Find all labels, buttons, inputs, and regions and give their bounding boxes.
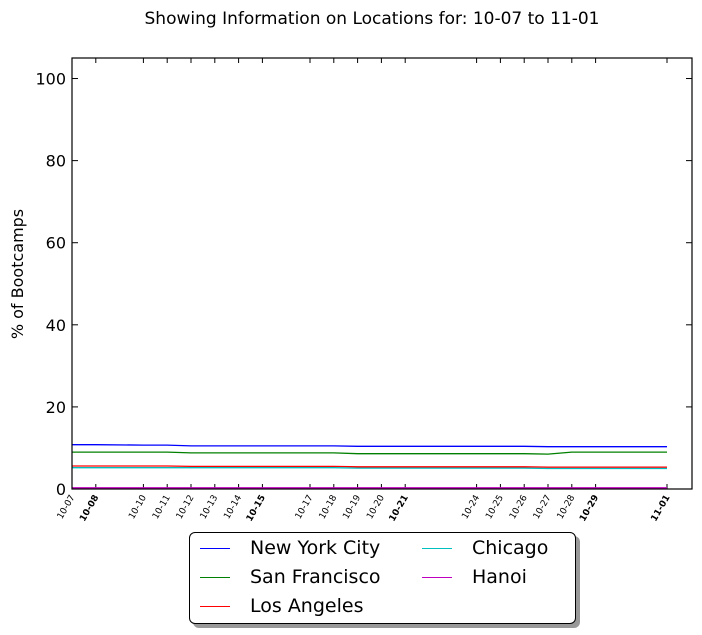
x-tick-label: 10-10 bbox=[127, 493, 149, 521]
x-tick-label: 10-14 bbox=[222, 493, 244, 521]
x-tick-label: 10-20 bbox=[365, 493, 387, 521]
legend-entry: San Francisco bbox=[200, 565, 381, 589]
x-tick-label: 10-26 bbox=[508, 493, 530, 521]
x-tick-label: 10-24 bbox=[460, 493, 482, 521]
x-tick-label: 10-27 bbox=[532, 494, 554, 522]
y-tick-label: 40 bbox=[46, 316, 66, 335]
legend-swatch bbox=[200, 547, 230, 549]
x-tick-label: 10-15 bbox=[245, 494, 268, 524]
legend-label: New York City bbox=[250, 537, 381, 559]
y-tick-label: 0 bbox=[56, 480, 66, 499]
x-tick-label: 10-18 bbox=[318, 493, 340, 521]
x-tick-label: 10-13 bbox=[199, 494, 221, 522]
x-tick-label: 11-01 bbox=[650, 494, 673, 524]
legend-entry: Chicago bbox=[422, 536, 548, 560]
x-tick-label: 10-08 bbox=[78, 494, 101, 524]
chart-legend: New York City San Francisco Los Angeles Chi… bbox=[189, 532, 576, 624]
series-line-los-angeles bbox=[72, 465, 667, 468]
x-tick-label: 10-29 bbox=[578, 494, 601, 524]
plot-lines bbox=[72, 444, 667, 489]
x-tick-label: 10-17 bbox=[294, 494, 316, 522]
series-line-san-francisco bbox=[72, 451, 667, 455]
legend-swatch bbox=[200, 605, 230, 607]
x-tick-label: 10-25 bbox=[484, 494, 506, 522]
y-axis: 0 20 40 60 80 100 bbox=[35, 70, 692, 499]
legend-label: Los Angeles bbox=[250, 595, 364, 617]
y-tick-label: 80 bbox=[46, 152, 66, 171]
plot-area-frame bbox=[71, 57, 693, 490]
x-tick-label: 10-28 bbox=[556, 493, 578, 521]
y-tick-label: 60 bbox=[46, 234, 66, 253]
x-tick-label: 10-21 bbox=[388, 494, 411, 524]
y-tick-label: 20 bbox=[46, 398, 66, 417]
legend-entry: Los Angeles bbox=[200, 594, 363, 618]
y-tick-label: 100 bbox=[35, 70, 66, 89]
legend-label: San Francisco bbox=[250, 566, 381, 588]
x-tick-label: 10-11 bbox=[151, 494, 173, 522]
series-line-chicago bbox=[72, 467, 667, 470]
chart-title: Showing Information on Locations for: 10… bbox=[145, 9, 600, 29]
legend-swatch bbox=[422, 547, 452, 549]
series-line-new-york-city bbox=[72, 444, 667, 448]
legend-entry: Hanoi bbox=[422, 565, 527, 589]
legend-label: Chicago bbox=[472, 537, 549, 559]
legend-entry: New York City bbox=[200, 536, 380, 560]
legend-label: Hanoi bbox=[472, 566, 527, 588]
x-tick-label: 10-19 bbox=[341, 493, 363, 521]
y-axis-label: % of Bootcamps bbox=[8, 209, 27, 339]
x-tick-label: 10-12 bbox=[175, 494, 197, 522]
legend-swatch bbox=[200, 576, 230, 578]
legend-swatch bbox=[422, 576, 452, 578]
